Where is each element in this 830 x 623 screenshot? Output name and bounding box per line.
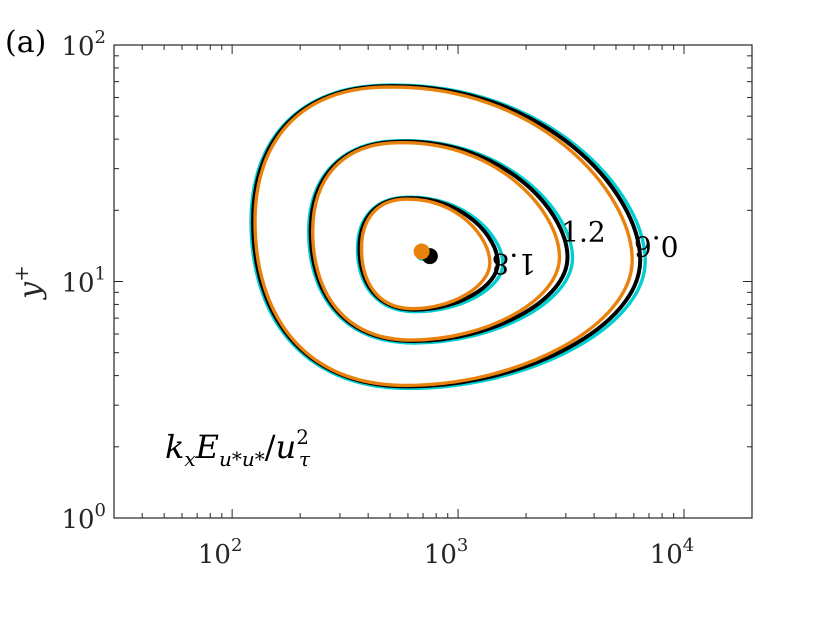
contour-line: [311, 141, 562, 342]
peak-markers: [413, 243, 438, 265]
y-axis-label: y+: [9, 265, 48, 301]
x-tick-label: 102: [198, 535, 243, 570]
axis-ticks: 102 103 104 100 101 102: [61, 27, 753, 570]
contour-lines: 0.6 1.2 1.8: [249, 83, 679, 391]
contour-level-label: 0.6: [634, 229, 679, 262]
panel-label: (a): [5, 25, 46, 60]
peak-marker: [413, 243, 430, 260]
contour-line: [307, 139, 575, 345]
spectrum-annotation: kxEu*u*/u2 τ: [165, 425, 311, 471]
contour-level-label: 1.8: [492, 247, 537, 280]
contour-line: [359, 197, 492, 311]
y-tick-label: 102: [61, 27, 106, 62]
contour-line: [253, 85, 634, 388]
contour-level-label: 1.2: [561, 215, 606, 248]
x-tick-label: 104: [650, 535, 695, 570]
y-tick-label: 101: [61, 264, 106, 299]
y-tick-label: 100: [61, 500, 106, 535]
x-tick-label: 103: [424, 535, 469, 570]
